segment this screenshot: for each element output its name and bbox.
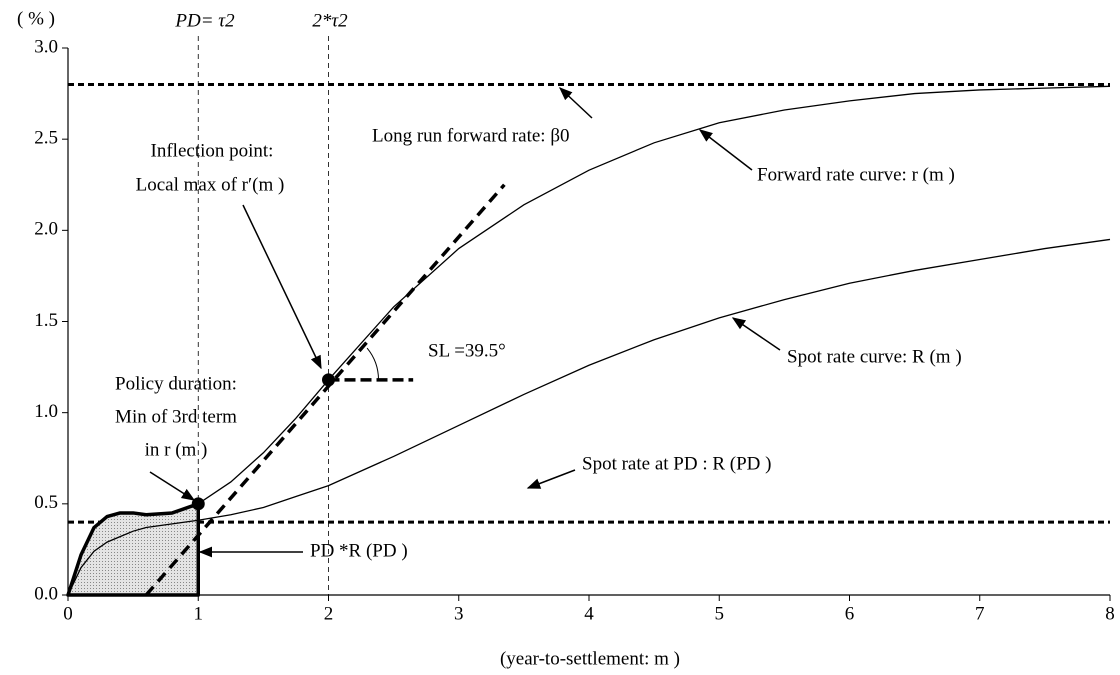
key-point bbox=[322, 373, 335, 387]
annotation: Spot rate at PD : R (PD ) bbox=[582, 453, 771, 474]
annotation: Policy duration: bbox=[115, 373, 237, 394]
series-label: Spot rate curve: R (m ) bbox=[787, 346, 962, 367]
x-tick-label: 7 bbox=[975, 603, 985, 624]
angle-arc bbox=[366, 347, 379, 380]
annotation: in r (m ) bbox=[145, 439, 208, 460]
annotation: Min of 3rd term bbox=[115, 406, 237, 427]
pd-area bbox=[66, 502, 200, 597]
annotation: SL =39.5° bbox=[428, 340, 506, 361]
y-tick-label: 2.0 bbox=[34, 219, 58, 240]
y-tick-label: 1.5 bbox=[34, 310, 58, 331]
y-tick-label: 2.5 bbox=[34, 128, 58, 149]
arrow bbox=[559, 87, 593, 119]
x-tick-label: 0 bbox=[63, 603, 73, 624]
x-tick-label: 3 bbox=[454, 603, 464, 624]
tangent-line bbox=[144, 183, 506, 597]
annotation: PD *R (PD ) bbox=[310, 540, 408, 561]
y-tick-label: 3.0 bbox=[34, 36, 58, 57]
x-tick-label: 6 bbox=[845, 603, 855, 624]
series-label: Forward rate curve: r (m ) bbox=[757, 164, 955, 185]
y-tick-label: 0.0 bbox=[34, 583, 58, 604]
y-tick-label: 1.0 bbox=[34, 401, 58, 422]
arrow bbox=[526, 469, 576, 489]
series-line bbox=[67, 238, 1111, 596]
x-axis-label: (year-to-settlement: m ) bbox=[500, 648, 680, 669]
x-tick-label: 2 bbox=[324, 603, 334, 624]
x-tick-label: 5 bbox=[715, 603, 725, 624]
arrow bbox=[698, 129, 753, 171]
top-label: PD= τ2 bbox=[174, 10, 235, 31]
arrow bbox=[149, 471, 196, 501]
x-tick-label: 4 bbox=[584, 603, 594, 624]
annotation: Inflection point: bbox=[151, 140, 274, 161]
y-axis-label: ( % ) bbox=[17, 8, 55, 29]
annotation: Long run forward rate: β0 bbox=[372, 125, 570, 146]
series-line bbox=[67, 85, 1111, 596]
top-label: 2*τ2 bbox=[312, 10, 348, 31]
y-tick-label: 0.5 bbox=[34, 492, 58, 513]
x-tick-label: 1 bbox=[194, 603, 204, 624]
x-tick-label: 8 bbox=[1105, 603, 1115, 624]
annotation: Local max of r′(m ) bbox=[136, 174, 285, 195]
arrow bbox=[242, 204, 322, 370]
arrow bbox=[731, 317, 781, 351]
